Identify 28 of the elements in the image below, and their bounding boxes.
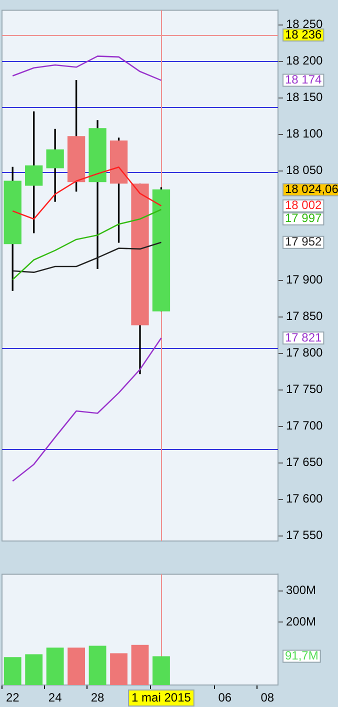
y-tick-label: 18 100 bbox=[286, 126, 324, 141]
ref-line-label: 18 236 bbox=[285, 27, 322, 42]
y-tick-label: 17 550 bbox=[286, 528, 324, 542]
x-tick-label: 28 bbox=[90, 690, 105, 705]
y-tick-label: 18 050 bbox=[286, 163, 324, 178]
text: 17 952 bbox=[285, 234, 322, 249]
text: 91,7M bbox=[285, 648, 318, 663]
text: 17 997 bbox=[285, 211, 322, 226]
y-tick-label: 18 150 bbox=[286, 90, 324, 104]
y-tick-label: 200M bbox=[286, 614, 316, 629]
y-tick-label: 17 700 bbox=[286, 418, 324, 433]
text: 18 002 bbox=[285, 198, 322, 212]
y-tick-label: 17 750 bbox=[286, 382, 324, 396]
y-tick-label: 17 600 bbox=[286, 492, 324, 506]
y-tick-label: 300M bbox=[286, 583, 316, 598]
x-tick-label: 22 bbox=[6, 690, 20, 705]
y-tick-label: 17 800 bbox=[286, 346, 324, 360]
y-tick-label: 17 650 bbox=[286, 455, 324, 470]
text: 18 024,06 bbox=[285, 182, 338, 196]
text: 18 174 bbox=[285, 72, 322, 87]
text: 17 821 bbox=[285, 330, 322, 344]
y-tick-label: 18 200 bbox=[286, 54, 324, 68]
y-tick-label: 17 850 bbox=[286, 309, 324, 324]
x-tick-label: 06 bbox=[218, 690, 232, 705]
x-tick-label: 08 bbox=[260, 690, 274, 705]
y-tick-label: 17 900 bbox=[286, 272, 324, 287]
x-tick-label: 1 mai 2015 bbox=[132, 690, 192, 705]
x-tick-label: 24 bbox=[48, 690, 62, 705]
